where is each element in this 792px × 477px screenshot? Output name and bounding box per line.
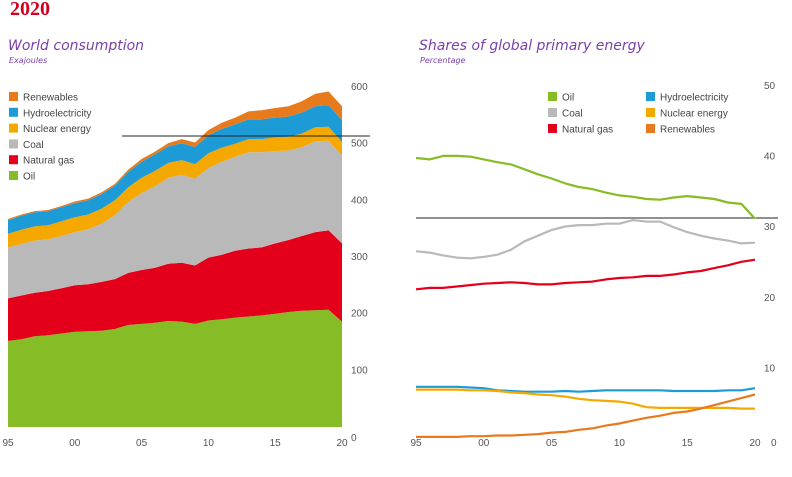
y-tick-right-30: 30 — [764, 222, 776, 233]
y-tick-left-400: 400 — [351, 195, 368, 206]
x-tick-left-15: 15 — [270, 438, 282, 449]
legend-label-left-coal: Coal — [23, 140, 44, 151]
y-tick-left-600: 600 — [351, 82, 368, 93]
line-renewables — [416, 393, 756, 438]
legend-swatch-left-oil — [9, 171, 18, 180]
legend-label-right-coal: Coal — [562, 109, 583, 120]
y-tick-right-50: 50 — [764, 81, 776, 92]
x-tick-right-15: 15 — [682, 438, 694, 449]
y-tick-left-300: 300 — [351, 252, 368, 263]
area-hydro — [8, 105, 342, 234]
legend-swatch-right-coal — [548, 108, 557, 117]
x-tick-right-20: 20 — [749, 438, 761, 449]
y-tick-left-100: 100 — [351, 365, 368, 376]
x-tick-left-20: 20 — [336, 438, 348, 449]
y-tick-left-500: 500 — [351, 139, 368, 150]
legend-label-right-nuclear: Nuclear energy — [660, 109, 728, 120]
consumption-stacked-area-chart: 0 100 200 300 400 500 600 95 00 05 10 15 20 Renewable… — [2, 82, 370, 449]
left-chart-subtitle: Exajoules — [9, 56, 48, 65]
legend-swatch-left-gas — [9, 155, 18, 165]
legend-label-left-hydro: Hydroelectricity — [23, 108, 91, 119]
legend-label-right-hydro: Hydroelectricity — [660, 93, 728, 104]
line-hydro — [416, 385, 756, 393]
line-gas — [415, 258, 756, 291]
legend-label-right-oil: Oil — [562, 93, 574, 104]
legend-swatch-right-oil — [548, 92, 557, 101]
legend-swatch-left-hydro — [9, 107, 18, 117]
right-chart-title: Shares of global primary energy — [419, 38, 645, 54]
x-tick-right-00: 00 — [478, 438, 490, 449]
legend-label-left-oil: Oil — [23, 172, 35, 183]
line-oil — [415, 154, 756, 220]
legend-label-right-gas: Natural gas — [562, 125, 613, 136]
line-nuclear — [416, 388, 755, 410]
legend-label-left-gas: Natural gas — [23, 156, 74, 167]
x-tick-right-05: 05 — [546, 438, 558, 449]
y-tick-right-40: 40 — [764, 152, 776, 163]
x-tick-left-10: 10 — [203, 438, 215, 449]
area-renewables — [8, 91, 342, 221]
y-tick-left-0: 0 — [351, 433, 357, 444]
legend-swatch-left-renewables — [9, 92, 18, 101]
energy-share-line-chart: 0 10 20 30 40 50 95 00 05 10 15 20 Oil Coal Natural ga… — [410, 81, 778, 449]
legend-swatch-left-nuclear — [9, 123, 18, 133]
legend-label-left-nuclear: Nuclear energy — [23, 124, 91, 135]
y-tick-right-20: 20 — [764, 293, 776, 304]
left-chart-title: World consumption — [8, 38, 145, 54]
area-oil — [8, 309, 342, 427]
right-chart-subtitle: Percentage — [420, 56, 466, 65]
x-tick-left-00: 00 — [69, 438, 81, 449]
area-nuclear — [8, 126, 342, 248]
area-gas — [8, 230, 342, 341]
year-heading: 2020 — [10, 0, 50, 20]
y-tick-right-10: 10 — [764, 363, 776, 374]
x-tick-left-95: 95 — [2, 438, 14, 449]
y-tick-left-200: 200 — [351, 309, 368, 320]
x-tick-right-10: 10 — [614, 438, 626, 449]
line-coal — [415, 219, 756, 260]
legend-swatch-right-nuclear — [646, 108, 655, 117]
area-coal — [8, 140, 342, 299]
legend-swatch-left-coal — [9, 139, 18, 149]
legend-swatch-right-gas — [548, 124, 557, 133]
legend-label-left-renewables: Renewables — [23, 93, 78, 104]
legend-label-right-renewables: Renewables — [660, 125, 715, 136]
x-tick-left-05: 05 — [136, 438, 148, 449]
legend-swatch-right-renewables — [646, 124, 655, 133]
x-tick-right-95: 95 — [410, 438, 422, 449]
legend-swatch-right-hydro — [646, 92, 655, 101]
y-tick-right-0: 0 — [771, 438, 777, 449]
